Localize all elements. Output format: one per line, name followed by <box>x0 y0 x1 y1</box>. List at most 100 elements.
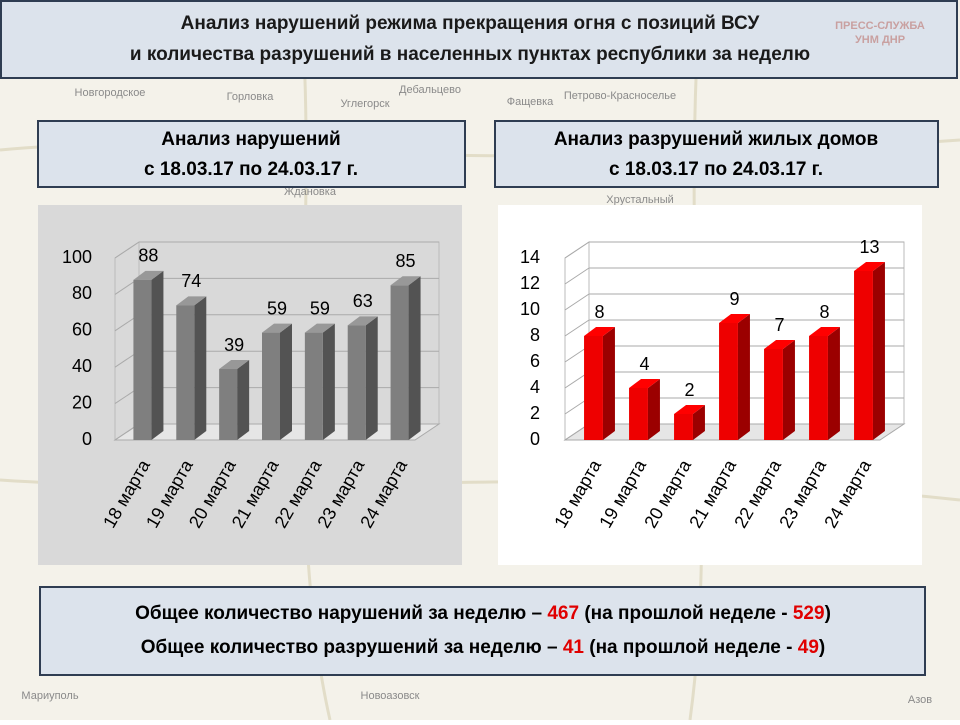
y-tick-label: 60 <box>72 320 92 340</box>
map-label: Новгородское <box>75 87 146 99</box>
bar <box>764 349 783 440</box>
bar-side <box>237 360 250 440</box>
summary-value: 49 <box>798 637 819 658</box>
bar <box>809 336 828 440</box>
data-label: 63 <box>353 291 373 311</box>
grid-line <box>564 319 590 337</box>
data-label: 2 <box>684 380 694 400</box>
y-tick-label: 80 <box>72 283 92 303</box>
y-tick-label: 6 <box>530 351 540 371</box>
data-label: 9 <box>729 289 739 309</box>
bar <box>133 279 152 440</box>
bar-top <box>347 316 378 326</box>
bar-side <box>872 262 885 440</box>
bar <box>347 325 366 440</box>
logo-text: УНМ ДНР <box>855 34 905 46</box>
y-tick-label: 100 <box>62 247 92 267</box>
chart-title-box <box>494 120 939 188</box>
bar-top <box>262 323 292 333</box>
map-label: Петрово-Красноселье <box>564 90 676 102</box>
bar-top <box>764 340 795 349</box>
map-label: Жданoвка <box>284 186 337 198</box>
data-label: 74 <box>181 271 201 291</box>
bar-side <box>408 276 421 440</box>
data-label: 85 <box>396 251 416 271</box>
header-line: Анализ нарушений режима прекращения огня… <box>181 13 760 34</box>
summary-text: ) <box>825 603 831 624</box>
y-tick-label: 40 <box>72 356 92 376</box>
data-label: 13 <box>859 237 879 257</box>
bar <box>176 305 195 440</box>
bar-top <box>719 314 750 323</box>
summary-line: Общее количество разрушений за неделю – … <box>141 637 825 658</box>
data-label: 59 <box>310 298 330 318</box>
chart-subtitle: с 18.03.17 по 24.03.17 г. <box>609 159 823 180</box>
bar-top <box>304 323 335 333</box>
data-label: 39 <box>224 335 244 355</box>
summary-text: Общее количество нарушений за неделю – <box>135 603 542 624</box>
summary-text: ) <box>819 637 825 658</box>
summary-value: 529 <box>793 603 825 624</box>
chart-title-box <box>37 120 466 188</box>
y-tick-label: 8 <box>530 325 540 345</box>
header-line: и количества разрушений в населенных пун… <box>130 44 810 65</box>
chart-subtitle: с 18.03.17 по 24.03.17 г. <box>144 159 358 180</box>
summary-box <box>39 586 926 676</box>
map-label: Дебальцево <box>399 84 461 96</box>
y-tick-label: 10 <box>520 299 540 319</box>
bar-top <box>219 360 250 370</box>
header-box <box>0 0 958 79</box>
map-label: Азов <box>908 694 932 706</box>
y-tick-label: 20 <box>72 392 92 412</box>
bar <box>629 388 648 440</box>
summary-value: 41 <box>563 637 585 658</box>
bar-side <box>365 316 378 440</box>
y-tick-label: 0 <box>82 429 92 449</box>
bar-side <box>602 327 615 440</box>
bar-top <box>809 327 840 336</box>
bar <box>262 332 280 440</box>
y-tick-label: 12 <box>520 273 540 293</box>
bar <box>584 336 603 440</box>
bar-side <box>692 405 705 440</box>
data-label: 8 <box>594 302 604 322</box>
y-tick-label: 4 <box>530 377 540 397</box>
bar <box>219 369 238 440</box>
summary-text: (на прошлой неделе - <box>584 603 787 624</box>
grid-line <box>564 241 590 259</box>
map-label: Новоазовск <box>361 690 420 702</box>
bar-side <box>322 323 335 440</box>
bar-side <box>782 340 795 440</box>
map-label: Хрустальный <box>606 194 674 206</box>
bar <box>854 271 873 440</box>
bar-top <box>674 405 705 414</box>
chart-title: Анализ разрушений жилых домов <box>554 129 878 150</box>
map-label: Углегорск <box>340 98 389 110</box>
bar-top <box>584 327 615 336</box>
map-label: Горловка <box>227 91 275 103</box>
bar-top <box>629 379 660 388</box>
bar <box>390 285 409 440</box>
bar-top <box>854 262 885 271</box>
bar-top <box>133 270 164 280</box>
y-tick-label: 14 <box>520 247 540 267</box>
bar-side <box>827 327 840 440</box>
bar <box>304 332 323 440</box>
bar <box>719 323 738 440</box>
bar-top <box>390 276 421 286</box>
bar-side <box>647 379 660 440</box>
bar-side <box>280 323 292 440</box>
map-label: Мариуполь <box>21 690 78 702</box>
grid-line <box>564 267 590 285</box>
y-tick-label: 0 <box>530 429 540 449</box>
bar-top <box>176 296 207 306</box>
data-label: 59 <box>267 298 287 318</box>
logo-text: ПРЕСС-СЛУЖБА <box>835 20 925 32</box>
bar-side <box>151 270 164 440</box>
y-tick-label: 2 <box>530 403 540 423</box>
summary-text: (на прошлой неделе - <box>589 637 792 658</box>
map-labels: Новгородское Горловка Углегорск Дебальцево Ф… <box>21 84 932 706</box>
chart-title: Анализ нарушений <box>161 129 340 150</box>
